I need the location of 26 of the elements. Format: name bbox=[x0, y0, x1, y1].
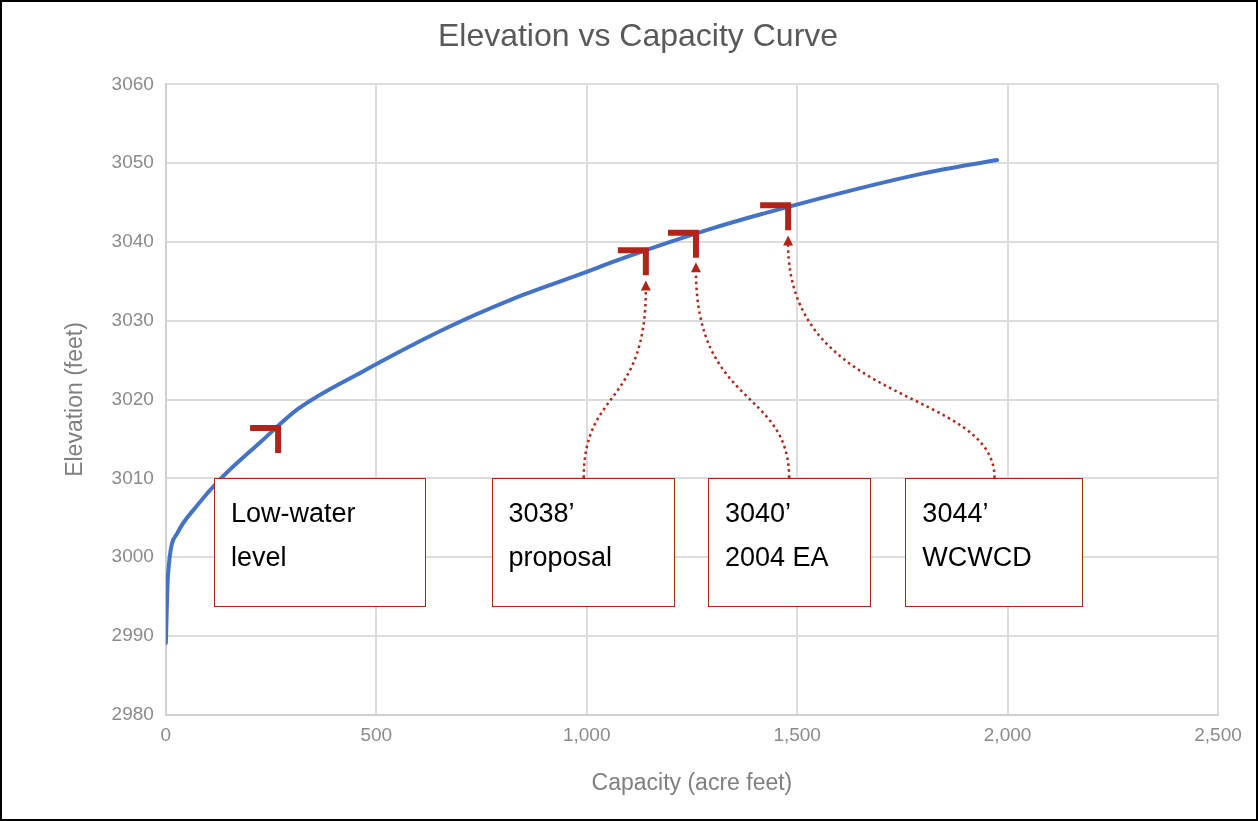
annotation: 3040’ 2004 EA bbox=[724, 497, 830, 574]
annotation: Low-water level bbox=[230, 497, 357, 574]
annotation: 3038’ proposal bbox=[508, 497, 614, 574]
x-tick-label: 2,500 bbox=[1194, 724, 1242, 746]
y-tick-label: 2980 bbox=[111, 702, 154, 724]
callout-box: Low-water level bbox=[213, 478, 427, 608]
y-tick-label: 3030 bbox=[111, 308, 154, 330]
y-tick-label: 3010 bbox=[111, 466, 154, 488]
y-tick-label: 3060 bbox=[111, 72, 154, 94]
x-tick-label: 1,500 bbox=[773, 724, 821, 746]
x-axis-title: Capacity (acre feet) bbox=[591, 768, 793, 795]
x-tick-label: 2,000 bbox=[983, 724, 1032, 746]
y-tick-label: 3000 bbox=[111, 545, 154, 567]
chart-title: Elevation vs Capacity Curve bbox=[437, 17, 839, 54]
y-tick-label: 3020 bbox=[111, 387, 154, 409]
callout-box: 3044’ WCWCD bbox=[905, 478, 1083, 608]
annotation: 3044’ WCWCD bbox=[922, 497, 1033, 574]
callout-box: 3040’ 2004 EA bbox=[707, 478, 872, 608]
callout-box: 3038’ proposal bbox=[491, 478, 675, 608]
x-tick-label: 1,000 bbox=[562, 724, 611, 746]
x-tick-label: 500 bbox=[360, 724, 393, 746]
x-tick-label: 0 bbox=[160, 724, 172, 746]
y-tick-label: 3050 bbox=[111, 151, 154, 173]
y-tick-label: 3040 bbox=[111, 230, 154, 252]
y-tick-label: 2990 bbox=[111, 624, 154, 646]
y-axis-title: Elevation (feet) bbox=[61, 322, 88, 477]
